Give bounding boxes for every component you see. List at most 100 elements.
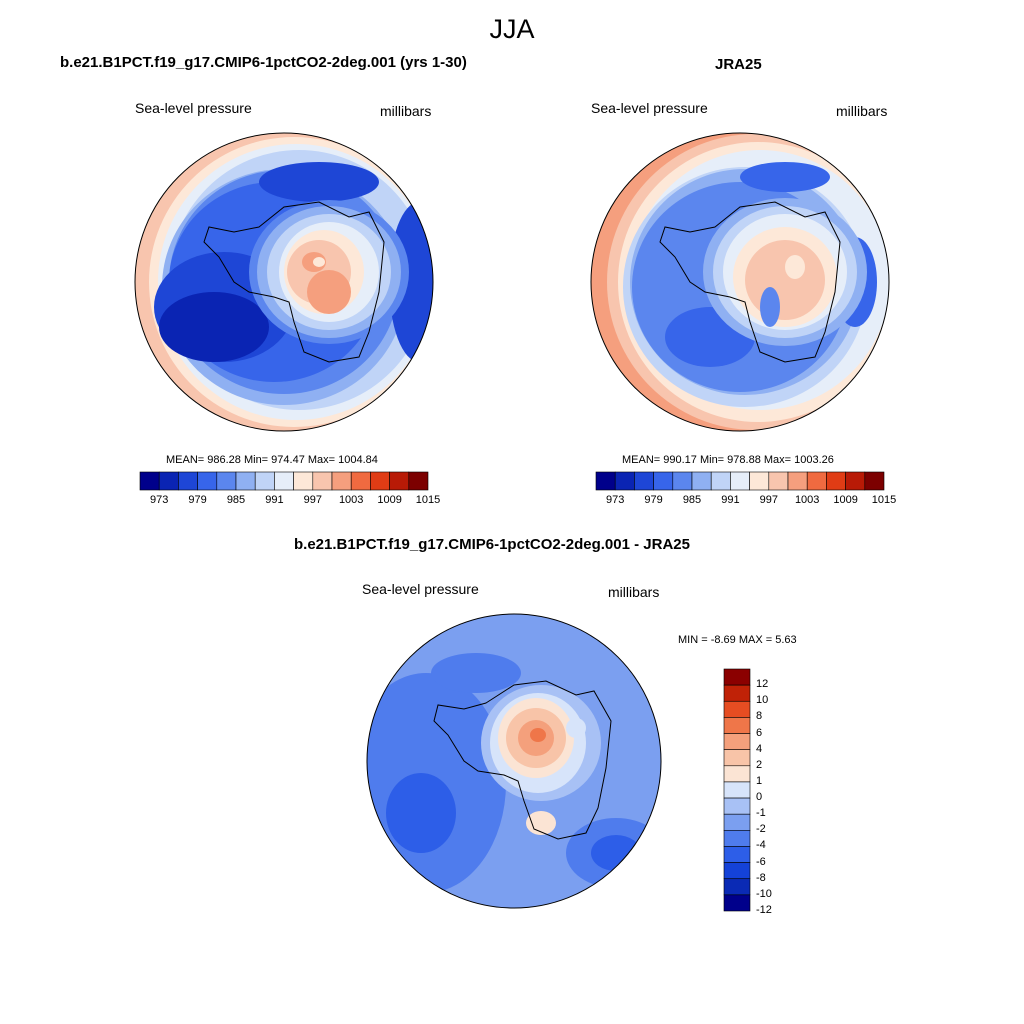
diff-units-label: millibars bbox=[608, 584, 660, 600]
colorbar-swatch bbox=[723, 846, 751, 863]
model-variable-label: Sea-level pressure bbox=[135, 100, 252, 116]
colorbar-swatch bbox=[723, 717, 751, 734]
obs-variable-label: Sea-level pressure bbox=[591, 100, 708, 116]
colorbar-tick-label: 8 bbox=[756, 710, 763, 723]
colorbar-tick-label: 979 bbox=[644, 494, 663, 506]
colorbar-swatch bbox=[293, 471, 314, 491]
colorbar-swatch bbox=[254, 471, 275, 491]
colorbar-swatch bbox=[235, 471, 256, 491]
colorbar-swatch bbox=[806, 471, 827, 491]
colorbar-tick-label: 991 bbox=[265, 494, 284, 506]
colorbar-swatch bbox=[723, 878, 751, 896]
diff-stats: MIN = -8.69 MAX = 5.63 bbox=[678, 634, 797, 646]
colorbar-swatch bbox=[710, 471, 731, 491]
diff-colorbar-labels: 12 10 8 6 4 2 1 0 -1 -2 -4 -6 -8 -10 -12 bbox=[756, 669, 796, 916]
colorbar-tick-label: 0 bbox=[756, 791, 763, 804]
colorbar-tick-label: 10 bbox=[756, 694, 769, 707]
colorbar-swatch bbox=[178, 471, 198, 491]
colorbar-swatch bbox=[768, 471, 789, 491]
colorbar-swatch bbox=[845, 471, 866, 491]
colorbar-tick-label: 6 bbox=[756, 726, 763, 739]
colorbar-swatch bbox=[370, 471, 390, 491]
obs-panel-title: JRA25 bbox=[715, 56, 762, 73]
colorbar-swatch bbox=[730, 471, 750, 491]
colorbar-tick-label: 997 bbox=[759, 494, 778, 506]
colorbar-swatch bbox=[331, 471, 352, 491]
colorbar-tick-label: 973 bbox=[606, 494, 625, 506]
colorbar-tick-label: 985 bbox=[682, 494, 702, 506]
colorbar-swatch bbox=[723, 894, 751, 912]
colorbar-swatch bbox=[672, 471, 693, 491]
colorbar-tick-label: 2 bbox=[756, 758, 763, 771]
colorbar-swatch bbox=[723, 862, 751, 880]
colorbar-tick-label: 979 bbox=[188, 494, 207, 506]
colorbar-tick-label: 973 bbox=[150, 494, 169, 506]
colorbar-tick-label: -12 bbox=[756, 904, 772, 916]
colorbar-swatch bbox=[723, 684, 751, 702]
colorbar-swatch bbox=[723, 813, 751, 831]
colorbar-swatch bbox=[158, 471, 179, 491]
colorbar-swatch bbox=[723, 733, 751, 750]
obs-colorbar-labels: 973 979 985 991 997 1003 1009 1015 bbox=[596, 494, 896, 508]
model-stats: MEAN= 986.28 Min= 974.47 Max= 1004.84 bbox=[166, 454, 378, 466]
colorbar-tick-label: 1 bbox=[756, 774, 763, 787]
colorbar-swatch bbox=[749, 471, 770, 491]
model-colorbar-labels: 973 979 985 991 997 1003 1009 1015 bbox=[140, 494, 440, 508]
diff-colorbar bbox=[723, 668, 751, 912]
colorbar-tick-label: -8 bbox=[756, 871, 766, 884]
colorbar-tick-label: -4 bbox=[756, 839, 766, 852]
antarctica-coastline bbox=[203, 201, 385, 363]
colorbar-swatch bbox=[274, 471, 294, 491]
colorbar-swatch bbox=[723, 781, 751, 799]
colorbar-tick-label: 1015 bbox=[415, 494, 441, 506]
colorbar-tick-label: 4 bbox=[756, 742, 763, 755]
colorbar-swatch bbox=[614, 471, 635, 491]
colorbar-swatch bbox=[389, 471, 410, 491]
colorbar-swatch bbox=[197, 471, 218, 491]
colorbar-swatch bbox=[826, 471, 846, 491]
colorbar-swatch bbox=[723, 797, 751, 815]
colorbar-swatch bbox=[634, 471, 654, 491]
colorbar-tick-label: 1009 bbox=[833, 494, 858, 506]
colorbar-tick-label: 1009 bbox=[377, 494, 402, 506]
colorbar-tick-label: 985 bbox=[226, 494, 246, 506]
colorbar-tick-label: -6 bbox=[756, 855, 766, 868]
colorbar-swatch bbox=[723, 668, 751, 686]
model-polar-map bbox=[134, 132, 434, 432]
colorbar-tick-label: -2 bbox=[756, 823, 766, 836]
colorbar-swatch bbox=[723, 830, 751, 847]
colorbar-tick-label: 1015 bbox=[871, 494, 897, 506]
colorbar-tick-label: 1003 bbox=[338, 494, 364, 506]
colorbar-swatch bbox=[723, 765, 751, 783]
antarctica-coastline bbox=[659, 201, 841, 363]
colorbar-swatch bbox=[723, 700, 751, 718]
colorbar-tick-label: -1 bbox=[756, 807, 766, 820]
obs-stats: MEAN= 990.17 Min= 978.88 Max= 1003.26 bbox=[622, 454, 834, 466]
colorbar-swatch bbox=[787, 471, 808, 491]
colorbar-swatch bbox=[864, 471, 885, 491]
colorbar-tick-label: 12 bbox=[756, 678, 769, 691]
colorbar-tick-label: 991 bbox=[721, 494, 740, 506]
colorbar-tick-label: 997 bbox=[303, 494, 322, 506]
colorbar-swatch bbox=[653, 471, 674, 491]
colorbar-swatch bbox=[691, 471, 712, 491]
obs-colorbar bbox=[595, 471, 885, 491]
antarctica-coastline bbox=[433, 680, 612, 840]
obs-units-label: millibars bbox=[836, 103, 888, 119]
colorbar-swatch bbox=[350, 471, 371, 491]
colorbar-swatch bbox=[723, 749, 751, 767]
colorbar-swatch bbox=[139, 471, 160, 491]
colorbar-tick-label: 1003 bbox=[794, 494, 820, 506]
colorbar-swatch bbox=[312, 471, 333, 491]
colorbar-swatch bbox=[216, 471, 237, 491]
model-colorbar bbox=[139, 471, 429, 491]
diff-polar-map bbox=[366, 613, 662, 909]
diff-variable-label: Sea-level pressure bbox=[362, 581, 479, 597]
colorbar-swatch bbox=[595, 471, 616, 491]
model-units-label: millibars bbox=[380, 103, 432, 119]
colorbar-swatch bbox=[408, 471, 429, 491]
diff-panel-title: b.e21.B1PCT.f19_g17.CMIP6-1pctCO2-2deg.0… bbox=[294, 536, 690, 553]
figure-title: JJA bbox=[489, 14, 535, 44]
colorbar-tick-label: -10 bbox=[756, 887, 772, 900]
model-panel-title: b.e21.B1PCT.f19_g17.CMIP6-1pctCO2-2deg.0… bbox=[60, 54, 467, 71]
